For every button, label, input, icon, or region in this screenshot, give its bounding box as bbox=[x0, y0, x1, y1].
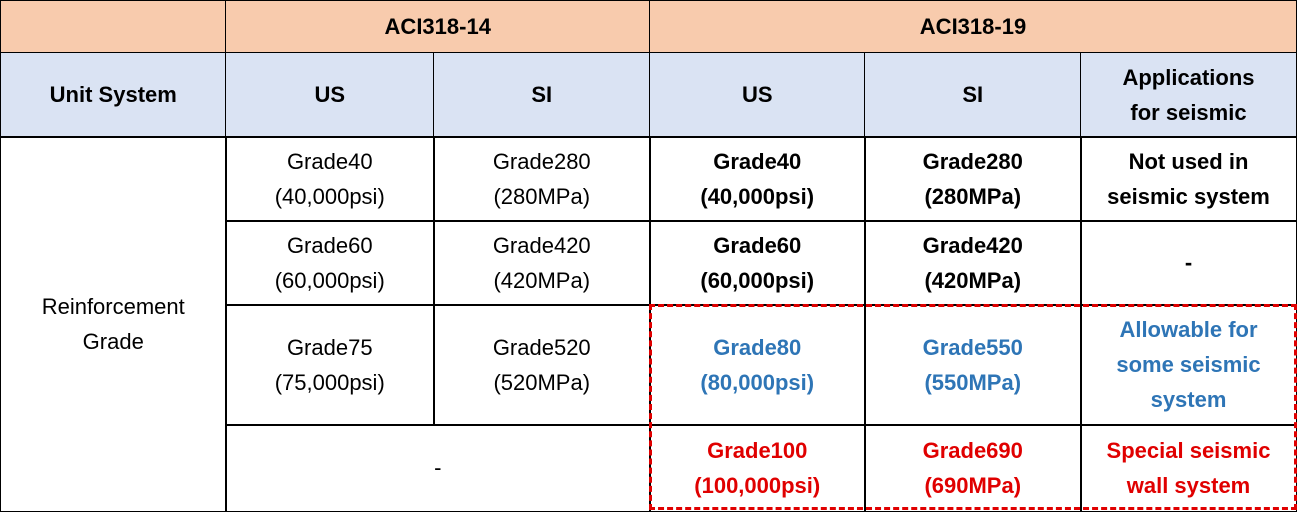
cell-text: (420MPa) bbox=[493, 267, 591, 293]
group-header: ACI318-14 bbox=[225, 0, 651, 54]
table-cell: Grade40 (40,000psi) bbox=[225, 136, 435, 222]
cell-text: US bbox=[314, 82, 346, 108]
table-cell: Grade280 (280MPa) bbox=[433, 136, 651, 222]
cell-text: ACI318-19 bbox=[919, 14, 1027, 40]
table-cell: Not used in seismic system bbox=[1080, 136, 1297, 222]
cell-text: (690MPa) bbox=[924, 472, 1022, 498]
cell-text: (550MPa) bbox=[924, 369, 1022, 395]
table-cell: Grade420 (420MPa) bbox=[433, 220, 651, 306]
cell-text: Grade420 bbox=[922, 232, 1023, 258]
table-cell: Grade690 (690MPa) bbox=[864, 424, 1082, 512]
row-label: Reinforcement Grade bbox=[0, 136, 227, 512]
cell-text: Grade690 bbox=[922, 437, 1023, 463]
cell-text: Grade75 bbox=[286, 334, 373, 360]
cell-text: (75,000psi) bbox=[274, 369, 385, 395]
cell-text: ACI318-14 bbox=[384, 14, 491, 40]
table-cell: Grade280 (280MPa) bbox=[864, 136, 1082, 222]
cell-text: (520MPa) bbox=[493, 369, 591, 395]
cell-text: Grade40 bbox=[286, 148, 373, 174]
cell-text: (40,000psi) bbox=[700, 183, 815, 209]
column-header: SI bbox=[433, 52, 651, 138]
cell-text: Grade60 bbox=[713, 232, 802, 258]
cell-text: Grade520 bbox=[492, 334, 591, 360]
cell-text: (280MPa) bbox=[924, 183, 1022, 209]
cell-text: system bbox=[1150, 387, 1227, 413]
cell-text: Grade550 bbox=[922, 334, 1023, 360]
cell-text: (420MPa) bbox=[924, 267, 1022, 293]
cell-text: Grade40 bbox=[713, 148, 802, 174]
cell-text: - bbox=[1184, 250, 1193, 276]
cell-text: Not used in bbox=[1128, 148, 1249, 174]
table-cell: Grade420 (420MPa) bbox=[864, 220, 1082, 306]
table-cell: Grade60 (60,000psi) bbox=[649, 220, 866, 306]
table-cell: Grade550 (550MPa) bbox=[864, 304, 1082, 426]
table-cell: Special seismic wall system bbox=[1080, 424, 1297, 512]
table-cell: - bbox=[225, 424, 651, 512]
cell-text: seismic system bbox=[1107, 183, 1270, 209]
cell-text: Grade100 bbox=[707, 437, 808, 463]
cell-text: SI bbox=[962, 82, 984, 108]
table-cell: Grade60 (60,000psi) bbox=[225, 220, 435, 306]
cell-text: (60,000psi) bbox=[700, 267, 815, 293]
cell-text: some seismic bbox=[1116, 352, 1261, 378]
cell-text: Unit System bbox=[49, 82, 177, 108]
cell-text: (60,000psi) bbox=[274, 267, 385, 293]
cell-text: SI bbox=[531, 82, 553, 108]
cell-text: Reinforcement bbox=[41, 293, 185, 319]
cell-text: Allowable for bbox=[1119, 317, 1258, 343]
column-header: Applications for seismic bbox=[1080, 52, 1297, 138]
cell-text: for seismic bbox=[1130, 99, 1247, 125]
cell-text: US bbox=[741, 82, 773, 108]
column-header: US bbox=[649, 52, 866, 138]
column-header: US bbox=[225, 52, 435, 138]
group-header: ACI318-19 bbox=[649, 0, 1297, 54]
cell-text: - bbox=[434, 455, 442, 481]
cell-text: Applications bbox=[1122, 64, 1255, 90]
cell-text: Grade60 bbox=[286, 232, 373, 258]
table-cell: Grade100 (100,000psi) bbox=[649, 424, 866, 512]
cell-text: (40,000psi) bbox=[274, 183, 385, 209]
cell-text: Special seismic bbox=[1106, 437, 1271, 463]
cell-text: wall system bbox=[1126, 472, 1251, 498]
cell-text: Grade80 bbox=[713, 334, 802, 360]
table-cell: Grade520 (520MPa) bbox=[433, 304, 651, 426]
cell-text: (280MPa) bbox=[493, 183, 591, 209]
table-cell: Grade80 (80,000psi) bbox=[649, 304, 866, 426]
cell-text: (80,000psi) bbox=[700, 369, 815, 395]
cell-text: Grade280 bbox=[922, 148, 1023, 174]
table-cell: Grade40 (40,000psi) bbox=[649, 136, 866, 222]
cell-text: Grade280 bbox=[492, 148, 591, 174]
corner-cell bbox=[0, 0, 227, 54]
column-header: SI bbox=[864, 52, 1082, 138]
cell-text: (100,000psi) bbox=[694, 472, 821, 498]
column-header: Unit System bbox=[0, 52, 227, 138]
table-cell: - bbox=[1080, 220, 1297, 306]
table-cell: Allowable for some seismic system bbox=[1080, 304, 1297, 426]
cell-text: Grade420 bbox=[492, 232, 591, 258]
table-cell: Grade75 (75,000psi) bbox=[225, 304, 435, 426]
cell-text: Grade bbox=[82, 328, 144, 354]
